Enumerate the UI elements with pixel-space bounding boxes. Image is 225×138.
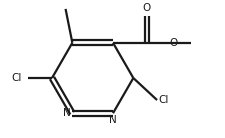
Text: N: N [109, 115, 116, 125]
Text: Cl: Cl [11, 73, 21, 83]
Text: O: O [169, 38, 177, 48]
Text: Cl: Cl [158, 95, 168, 105]
Text: N: N [63, 108, 70, 118]
Text: O: O [142, 3, 150, 13]
